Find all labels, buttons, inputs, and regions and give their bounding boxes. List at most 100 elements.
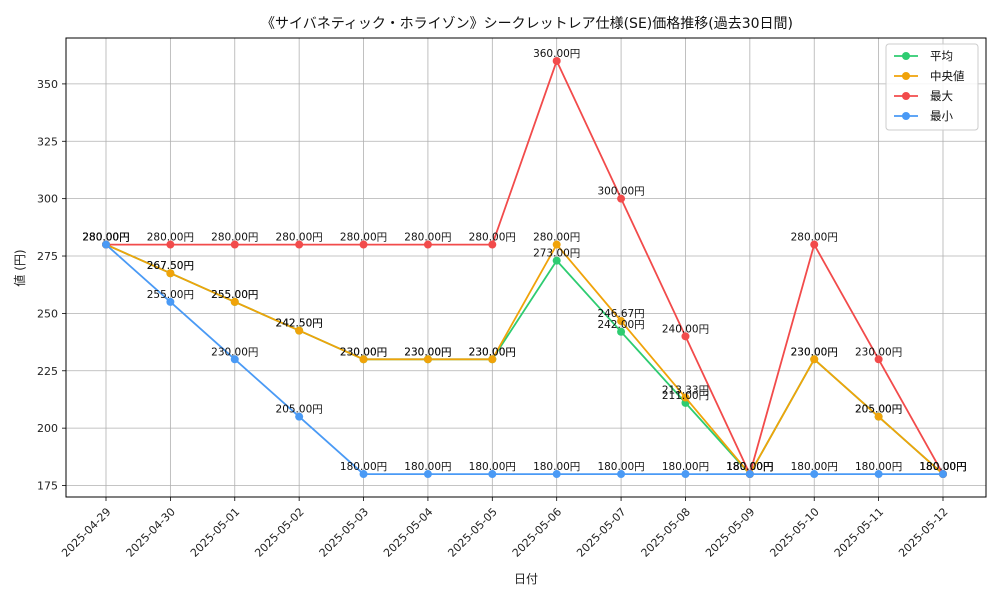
data-label: 205.00円	[855, 404, 902, 416]
data-label: 180.00円	[726, 461, 773, 473]
data-label: 280.00円	[82, 232, 129, 244]
data-label: 273.00円	[533, 248, 580, 260]
y-tick-label: 225	[37, 365, 58, 378]
series-layer	[102, 56, 947, 479]
data-label: 280.00円	[404, 232, 451, 244]
series-2-point	[230, 297, 239, 306]
data-label: 242.00円	[597, 319, 644, 331]
series-4-point	[488, 470, 497, 479]
data-label: 180.00円	[726, 461, 773, 473]
legend-marker-2	[902, 72, 910, 80]
data-label: 230.00円	[855, 346, 902, 358]
data-label: 180.00円	[662, 461, 709, 473]
data-label: 180.00円	[919, 461, 966, 473]
data-label: 180.00円	[855, 461, 902, 473]
series-2-point	[874, 412, 883, 421]
data-label: 280.00円	[211, 232, 258, 244]
legend-marker-4	[902, 112, 910, 120]
series-3-point	[166, 240, 175, 249]
series-2-point	[810, 355, 819, 364]
data-label-layer: 280.00円 267.50円 255.00円 242.50円 230.00円 230.0…	[82, 48, 966, 473]
data-label: 180.00円	[469, 461, 516, 473]
series-3-point	[810, 240, 819, 249]
data-label: 180.00円	[726, 461, 773, 473]
series-line-4	[105, 243, 943, 476]
data-label: 280.00円	[533, 232, 580, 244]
series-4-point	[102, 240, 110, 249]
data-label: 230.00円	[340, 346, 387, 358]
series-4-point	[423, 470, 432, 479]
series-4-point	[359, 470, 368, 479]
data-label: 267.50円	[147, 260, 194, 272]
series-2-point	[359, 355, 368, 364]
data-label: 230.00円	[791, 346, 838, 358]
data-label: 267.50円	[147, 260, 194, 272]
y-tick-label: 350	[37, 78, 58, 91]
data-label: 230.00円	[469, 346, 516, 358]
legend-label-1: 平均	[930, 49, 953, 63]
series-4-point	[745, 470, 754, 479]
data-label: 255.00円	[147, 289, 194, 301]
data-label: 230.00円	[469, 346, 516, 358]
series-2-point	[166, 269, 175, 278]
data-label: 230.00円	[404, 346, 451, 358]
plot-frame	[65, 37, 987, 498]
series-2-point	[488, 355, 497, 364]
data-label: 242.50円	[276, 318, 323, 330]
series-2-point	[617, 317, 626, 326]
series-2-point	[295, 326, 304, 335]
data-label: 300.00円	[597, 186, 644, 198]
data-label: 242.50円	[276, 318, 323, 330]
y-tick-label: 300	[37, 193, 58, 206]
series-3-point	[681, 332, 690, 341]
legend-box	[885, 43, 979, 131]
data-label: 180.00円	[404, 461, 451, 473]
data-label: 255.00円	[211, 289, 258, 301]
data-label: 211.00円	[662, 390, 709, 402]
series-3-point	[295, 240, 304, 249]
series-4-point	[810, 470, 819, 479]
data-label: 280.00円	[82, 232, 129, 244]
legend-label-4: 最小	[930, 109, 953, 123]
data-label: 180.00円	[919, 461, 966, 473]
series-3-point	[552, 56, 561, 65]
data-label: 280.00円	[82, 232, 129, 244]
data-label: 180.00円	[791, 461, 838, 473]
data-label: 205.00円	[276, 404, 323, 416]
y-tick-label: 250	[37, 307, 58, 320]
series-1-point	[617, 327, 626, 336]
data-label: 360.00円	[533, 48, 580, 60]
legend-marker-1	[902, 52, 910, 60]
y-tick-label: 200	[37, 422, 58, 435]
data-label: 280.00円	[340, 232, 387, 244]
data-label: 280.00円	[147, 232, 194, 244]
data-label: 230.00円	[340, 346, 387, 358]
data-label: 180.00円	[533, 461, 580, 473]
data-label: 230.00円	[211, 346, 258, 358]
series-4-point	[874, 470, 883, 479]
series-line-2	[105, 243, 944, 476]
data-label: 240.00円	[662, 323, 709, 335]
series-2-point	[552, 240, 561, 249]
data-label: 280.00円	[791, 232, 838, 244]
series-4-point	[617, 470, 626, 479]
series-3-point	[874, 355, 883, 364]
series-4-point	[295, 412, 304, 421]
series-4-point	[939, 470, 947, 479]
legend-marker-3	[902, 92, 910, 100]
series-1-point	[552, 256, 561, 265]
data-label: 280.00円	[469, 232, 516, 244]
grid-layer	[66, 38, 986, 497]
data-label: 280.00円	[276, 232, 323, 244]
series-3-point	[617, 194, 626, 203]
data-label: 205.00円	[855, 404, 902, 416]
data-label: 180.00円	[340, 461, 387, 473]
series-3-point	[230, 240, 239, 249]
series-2-point	[681, 393, 690, 402]
y-axis-title: 値 (円)	[12, 249, 27, 286]
series-3-point	[359, 240, 368, 249]
data-label: 180.00円	[919, 461, 966, 473]
